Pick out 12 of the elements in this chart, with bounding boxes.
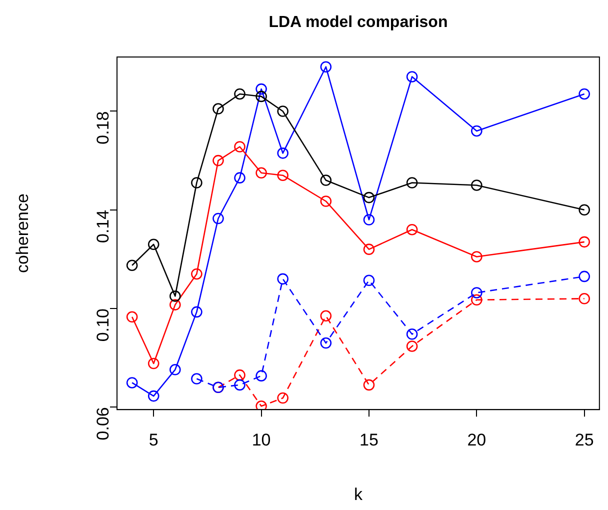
y-tick-label: 0.06 [94,407,113,440]
y-tick-label: 0.14 [94,210,113,243]
y-tick-label: 0.10 [94,308,113,342]
y-axis-title: coherence [13,194,32,273]
chart-title: LDA model comparison [268,14,448,31]
x-tick-label: 15 [360,430,378,450]
x-tick-label: 20 [467,430,486,450]
x-tick-label: 5 [148,430,158,450]
y-tick-label: 0.18 [94,111,113,144]
x-axis-title: k [354,485,363,504]
x-tick-label: 25 [574,430,594,450]
x-tick-label: 10 [252,430,271,450]
